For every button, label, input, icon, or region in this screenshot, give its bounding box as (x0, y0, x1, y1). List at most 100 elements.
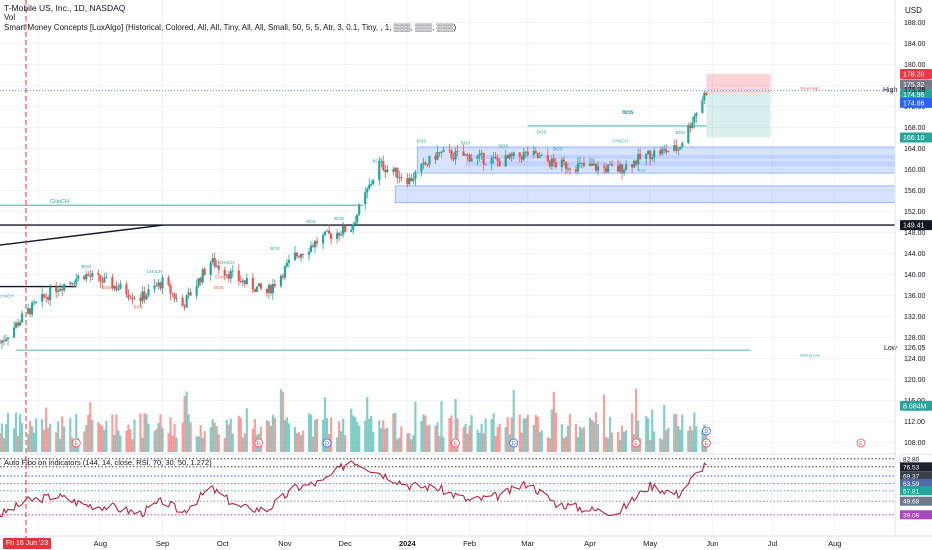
volume-bar (187, 414, 190, 452)
volume-bar (197, 436, 200, 452)
volume-bar (293, 426, 297, 452)
volume-bar (608, 416, 612, 452)
oscillator-legend[interactable]: Auto Fibo on indicators (144, 14, close,… (4, 458, 212, 467)
earnings-marker[interactable] (71, 438, 81, 448)
candle (75, 278, 78, 284)
candle (259, 283, 262, 289)
volume-bar (468, 425, 471, 452)
earnings-marker[interactable] (631, 438, 641, 448)
candle (412, 178, 415, 181)
volume-bar (211, 419, 214, 452)
volume-bar (101, 425, 104, 452)
y-tick-label: 108.00 (904, 440, 926, 447)
y-tick-label: 136.00 (904, 293, 926, 300)
event-marker-letter: D (704, 429, 708, 435)
volume-bar (139, 413, 142, 452)
event-markers: EEDEDEDEDE (71, 426, 866, 448)
volume-bar (494, 435, 497, 452)
candle (229, 271, 232, 279)
candle (61, 288, 64, 291)
volume-bar (269, 425, 273, 452)
candle (382, 161, 385, 171)
fib-badge (900, 462, 932, 472)
candle (125, 284, 128, 295)
volume-bar (45, 407, 48, 452)
earnings-marker[interactable] (254, 438, 264, 448)
volume-bar (462, 427, 465, 452)
volume-bar (578, 426, 582, 452)
volume-bar (392, 413, 395, 452)
volume-bar (610, 432, 614, 452)
dividend-marker[interactable] (701, 426, 711, 436)
candle (534, 150, 537, 153)
volume-bar (273, 417, 277, 452)
candle (139, 297, 142, 302)
price-badge (900, 220, 932, 231)
candle (129, 297, 132, 299)
candle (127, 294, 130, 298)
volume-bar (466, 433, 469, 452)
volume-bar (103, 429, 106, 452)
volume-bar (285, 417, 289, 452)
candle (115, 285, 118, 290)
candle (482, 152, 485, 165)
currency-label[interactable]: USD (905, 6, 922, 15)
volume-bar (689, 425, 692, 452)
candle (564, 161, 567, 169)
volume-bar (663, 404, 666, 452)
x-tick-label: 2024 (399, 539, 417, 548)
volume-bar (665, 430, 668, 452)
candle (117, 289, 120, 290)
candle (649, 150, 652, 160)
candle (265, 288, 268, 293)
volume-bar (524, 418, 527, 452)
candle (0, 342, 2, 344)
volume-bar (378, 420, 381, 452)
candle (428, 155, 431, 165)
candle (85, 274, 88, 280)
candle (131, 298, 134, 299)
symbol-title[interactable]: T-Mobile US, Inc., 1D, NASDAQ (4, 3, 126, 13)
earnings-marker[interactable] (451, 438, 460, 448)
dividend-marker[interactable] (509, 438, 519, 448)
y-tick-label: 148.00 (904, 230, 926, 237)
candle (313, 241, 317, 248)
candle (368, 184, 371, 189)
volume-bar (6, 412, 10, 452)
candle (358, 204, 361, 215)
candle (352, 224, 355, 230)
structure-label: BOS (537, 129, 547, 134)
price-badge (900, 97, 932, 108)
volume-bar (532, 424, 535, 452)
candle (580, 162, 584, 164)
candle (227, 274, 230, 279)
candle (20, 313, 24, 322)
candle (592, 163, 596, 166)
candle (512, 152, 515, 157)
indicator-legend[interactable]: Smart Money Concepts [LuxAlgo] (Historic… (4, 23, 457, 32)
candle (237, 270, 240, 282)
candle (145, 295, 148, 300)
volume-bar (703, 424, 706, 452)
dividend-marker[interactable] (322, 438, 332, 448)
candle (183, 306, 186, 308)
volume-bar (496, 426, 499, 452)
candle (203, 269, 206, 276)
candle (169, 284, 172, 294)
fib-badge-text: 63.59 (903, 481, 920, 488)
earnings-marker[interactable] (701, 438, 711, 448)
candle (271, 284, 275, 294)
volume-bar (588, 417, 592, 452)
volume-bar (29, 420, 32, 452)
fib-badge-text: 76.53 (903, 464, 920, 471)
candle (372, 180, 375, 185)
candle (464, 154, 467, 156)
volume-legend[interactable]: Vol (4, 13, 16, 22)
earnings-marker[interactable] (856, 438, 866, 448)
candle (578, 162, 582, 164)
volume-bar (127, 424, 130, 452)
volume-bar (410, 439, 413, 452)
volume-bar (287, 423, 291, 452)
y-tick-label: 144.00 (904, 251, 926, 258)
